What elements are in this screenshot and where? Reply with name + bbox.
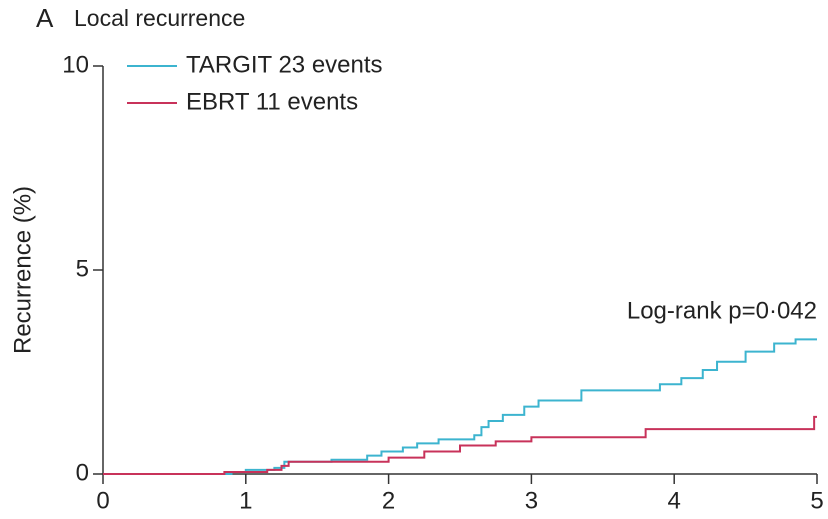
y-tick-label: 0 bbox=[76, 459, 89, 486]
x-tick-label: 3 bbox=[525, 487, 538, 514]
x-tick-label: 4 bbox=[668, 487, 681, 514]
legend-label: EBRT 11 events bbox=[186, 88, 358, 115]
step-line bbox=[103, 338, 817, 475]
y-tick-label: 10 bbox=[62, 51, 89, 78]
x-tick-label: 5 bbox=[810, 487, 823, 514]
y-axis-label: Recurrence (%) bbox=[9, 186, 36, 354]
x-tick-label: 1 bbox=[239, 487, 252, 514]
panel-label: A bbox=[36, 3, 54, 33]
chart-title: Local recurrence bbox=[74, 5, 245, 31]
step-line bbox=[103, 415, 817, 475]
x-tick-label: 0 bbox=[96, 487, 109, 514]
legend-label: TARGIT 23 events bbox=[186, 51, 383, 78]
x-tick-label: 2 bbox=[382, 487, 395, 514]
y-tick-label: 5 bbox=[76, 255, 89, 282]
annotation: Log-rank p=0·042 bbox=[627, 297, 817, 324]
